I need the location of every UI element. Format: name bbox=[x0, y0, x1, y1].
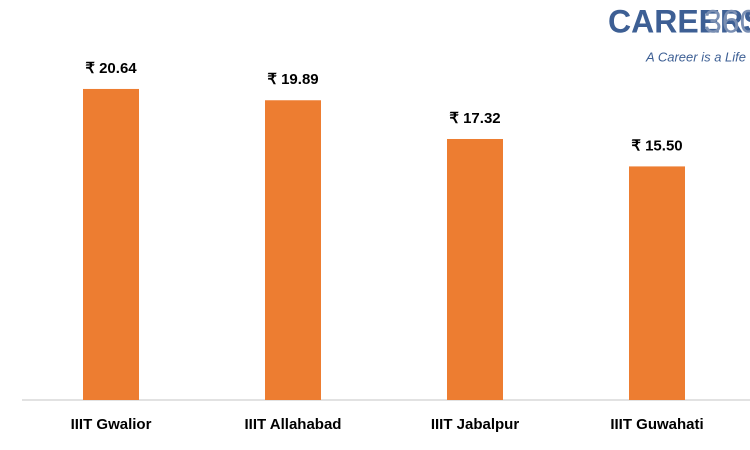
bar bbox=[447, 138, 503, 400]
logo-number: 360 bbox=[704, 3, 750, 39]
x-tick-label: IIIT Jabalpur bbox=[431, 416, 520, 433]
data-label: ₹ 20.64 bbox=[85, 60, 137, 77]
data-label: ₹ 19.89 bbox=[267, 71, 318, 88]
x-tick-label: IIIT Allahabad bbox=[245, 416, 342, 433]
x-tick-label: IIIT Gwalior bbox=[71, 416, 152, 433]
bar bbox=[265, 100, 321, 401]
data-label: ₹ 15.50 bbox=[631, 137, 682, 154]
logo-tagline: A Career is a Life bbox=[645, 49, 746, 64]
data-label: ₹ 17.32 bbox=[449, 110, 500, 127]
bar bbox=[83, 88, 139, 400]
x-tick-label: IIIT Guwahati bbox=[610, 416, 703, 433]
bar bbox=[629, 166, 685, 400]
logo-brand: CAREERS bbox=[608, 3, 750, 39]
